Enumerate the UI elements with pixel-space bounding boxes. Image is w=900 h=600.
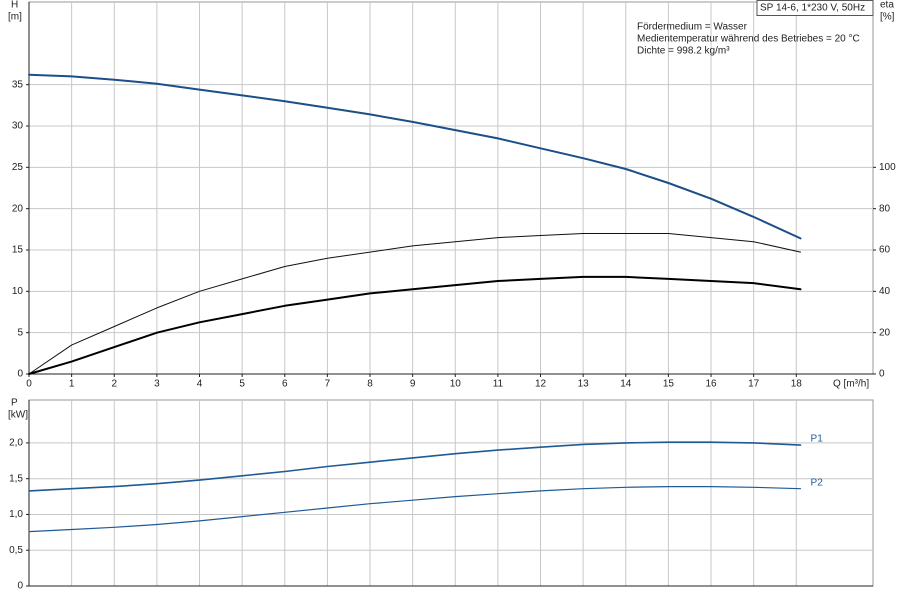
y-tick-label: 5 <box>17 327 23 338</box>
x-tick-label: 3 <box>154 379 160 390</box>
x-axis-label: Q [m³/h] <box>833 379 869 390</box>
info-box <box>756 0 874 16</box>
x-tick-label: 0 <box>26 379 32 390</box>
y-tick-label: 15 <box>12 245 24 256</box>
x-tick-label: 10 <box>450 379 462 390</box>
y2-tick-label: 100 <box>879 162 896 173</box>
curve <box>28 275 802 375</box>
series-label: P2 <box>811 477 824 488</box>
y2-tick-label: 40 <box>879 286 891 297</box>
y-tick-label: 20 <box>12 203 24 214</box>
y-tick-label: 0,5 <box>9 545 23 556</box>
y-axis-label: P <box>11 398 18 409</box>
x-tick-label: 1 <box>69 379 75 390</box>
y-tick-label: 35 <box>12 79 24 90</box>
x-tick-label: 16 <box>705 379 717 390</box>
y-tick-label: 0 <box>17 581 23 592</box>
y2-tick-label: 0 <box>879 369 885 380</box>
y2-tick-label: 80 <box>879 203 891 214</box>
y-tick-label: 30 <box>12 121 24 132</box>
x-tick-label: 2 <box>111 379 117 390</box>
y2-tick-label: 20 <box>879 327 891 338</box>
y2-axis-label: eta <box>880 0 894 11</box>
y-axis-label: H <box>11 0 18 11</box>
x-tick-label: 14 <box>620 379 632 390</box>
curve <box>28 486 802 533</box>
x-tick-label: 5 <box>239 379 245 390</box>
x-tick-label: 8 <box>367 379 373 390</box>
y-axis-unit: [m] <box>8 12 22 23</box>
annotation: Fördermedium = Wasser <box>637 22 748 33</box>
x-tick-label: 7 <box>325 379 331 390</box>
x-tick-label: 17 <box>748 379 760 390</box>
y2-tick-label: 60 <box>879 245 891 256</box>
y2-axis-unit: [%] <box>880 12 895 23</box>
y-tick-label: 2,0 <box>9 438 23 449</box>
y-tick-label: 0 <box>17 369 23 380</box>
plot-frame <box>28 399 874 587</box>
y-tick-label: 1,0 <box>9 509 23 520</box>
curve <box>28 441 802 492</box>
y-tick-label: 1,5 <box>9 473 23 484</box>
y-tick-label: 25 <box>12 162 24 173</box>
curve <box>28 73 802 240</box>
info-box-text: SP 14-6, 1*230 V, 50Hz <box>760 3 865 14</box>
annotation: Dichte = 998.2 kg/m³ <box>637 46 730 57</box>
x-tick-label: 18 <box>791 379 803 390</box>
x-tick-label: 13 <box>578 379 590 390</box>
series-label: P1 <box>811 434 824 445</box>
plot-frame <box>28 1 874 375</box>
y-axis-unit: [kW] <box>8 410 28 421</box>
x-tick-label: 15 <box>663 379 675 390</box>
x-tick-label: 6 <box>282 379 288 390</box>
x-tick-label: 12 <box>535 379 547 390</box>
y-tick-label: 10 <box>12 286 24 297</box>
annotation: Medientemperatur während des Betriebes =… <box>637 34 860 45</box>
x-tick-label: 11 <box>493 379 504 390</box>
curve <box>28 233 801 375</box>
x-tick-label: 4 <box>197 379 203 390</box>
x-tick-label: 9 <box>410 379 416 390</box>
